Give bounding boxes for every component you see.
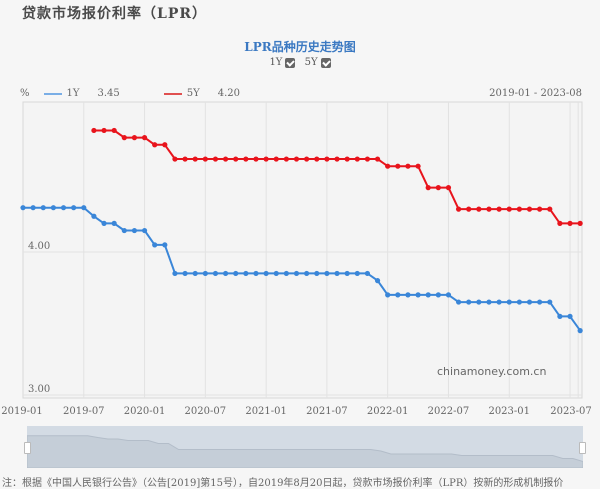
svg-text:2020-07: 2020-07 — [185, 406, 227, 417]
svg-text:2022-07: 2022-07 — [428, 406, 470, 417]
page-title: 贷款市场报价利率（LPR） — [22, 6, 208, 22]
range-navigator[interactable] — [24, 426, 586, 468]
unit-label: % — [20, 88, 30, 99]
chart-title: LPR品种历史走势图 — [244, 40, 356, 54]
date-range: 2019-01 - 2023-08 — [489, 88, 582, 99]
svg-text:2022-01: 2022-01 — [367, 406, 409, 417]
checkbox-checked-icon[interactable] — [320, 57, 331, 68]
toggle-1y-label: 1Y — [269, 57, 283, 68]
toggle-1y[interactable]: 1Y — [269, 57, 296, 68]
toggle-5y[interactable]: 5Y — [305, 57, 331, 68]
footnote: 注：根据《中国人民银行公告》（公告[2019]第15号），自2019年8月20日… — [2, 478, 564, 489]
chart-legend: % 1Y 3.45 5Y 4.20 — [20, 88, 240, 99]
navigator-left-handle[interactable] — [24, 442, 31, 454]
svg-text:2020-01: 2020-01 — [124, 406, 166, 417]
svg-text:4.00: 4.00 — [28, 241, 50, 252]
legend-swatch-1y — [43, 92, 62, 95]
axis-labels: 4.00 3.00 2019-01 2019-07 2020-01 2020-07 2021… — [1, 241, 592, 417]
svg-text:3.00: 3.00 — [28, 384, 50, 395]
watermark: chinamoney.com.cn — [437, 365, 546, 378]
legend-swatch-5y — [163, 92, 182, 95]
svg-text:2023-07: 2023-07 — [550, 406, 592, 417]
svg-text:2021-01: 2021-01 — [245, 406, 287, 417]
legend-value-1y: 3.45 — [97, 88, 120, 99]
legend-name-1y: 1Y — [66, 88, 80, 99]
chart-series — [20, 127, 583, 334]
navigator-series — [27, 435, 583, 468]
svg-text:2019-01: 2019-01 — [1, 406, 43, 417]
toggle-5y-label: 5Y — [304, 57, 318, 68]
series-toggles: 1Y 5Y — [0, 57, 600, 68]
svg-text:2023-01: 2023-01 — [488, 406, 530, 417]
chart-grid — [22, 101, 583, 399]
legend-name-5y: 5Y — [186, 88, 200, 99]
svg-text:2021-07: 2021-07 — [306, 406, 348, 417]
legend-value-5y: 4.20 — [217, 88, 240, 99]
navigator-right-handle[interactable] — [579, 442, 586, 454]
svg-text:2019-07: 2019-07 — [63, 406, 105, 417]
checkbox-checked-icon[interactable] — [285, 57, 296, 68]
